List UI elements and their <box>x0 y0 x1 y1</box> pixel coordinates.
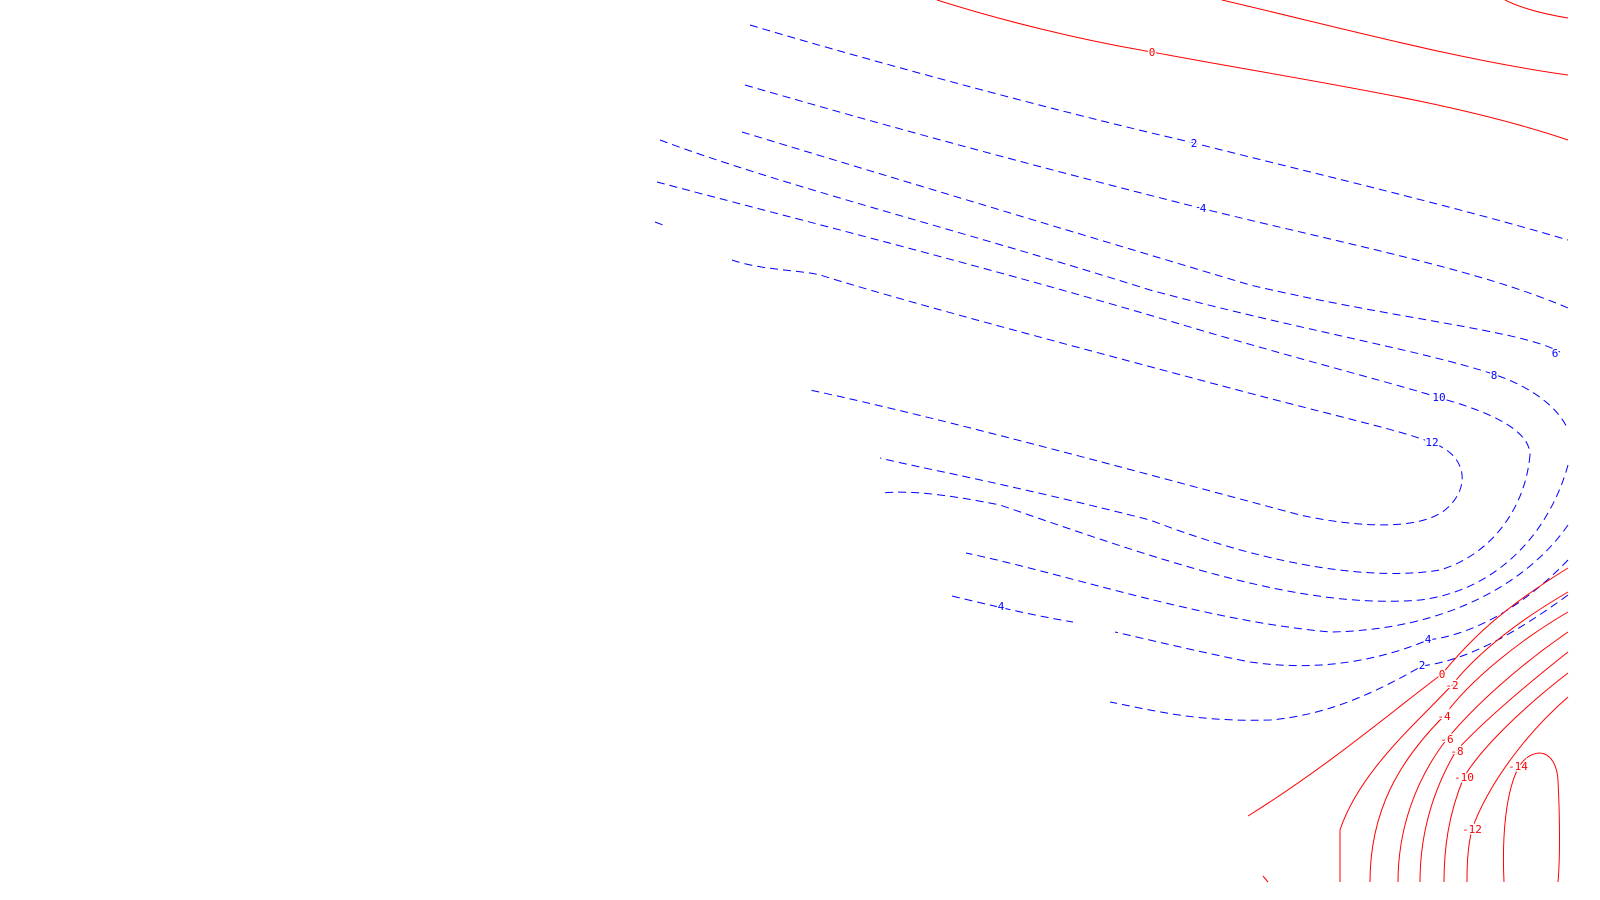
contour-label-7: 4 <box>998 600 1005 613</box>
contour-label-9: 2 <box>1419 659 1426 672</box>
positive-contour-line-3 <box>659 139 1569 431</box>
negative-contour-line-18 <box>1369 611 1569 883</box>
positive-contour-line-4 <box>656 181 1531 456</box>
positive-contour-line-11 <box>1114 559 1569 667</box>
contour-label-12: -4 <box>1437 710 1451 723</box>
contour-label-8: 4 <box>1425 633 1432 646</box>
negative-contour-line-20 <box>1419 651 1569 883</box>
negative-contour-line-24 <box>1262 875 1269 883</box>
contour-lines <box>654 0 1569 883</box>
contour-label-3: 6 <box>1552 347 1559 360</box>
negative-contour-line-22 <box>1466 696 1569 883</box>
positive-contour-line-6 <box>731 259 1463 526</box>
contour-label-0: 0 <box>1149 46 1156 59</box>
contour-label-16: -12 <box>1462 823 1482 836</box>
negative-contour-line-19 <box>1397 631 1569 883</box>
positive-contour-line-2 <box>741 131 1561 353</box>
positive-contour-line-5 <box>654 221 664 226</box>
negative-contour-line-13 <box>936 0 1569 141</box>
contour-label-5: 10 <box>1432 391 1445 404</box>
negative-contour-line-16 <box>1247 567 1569 817</box>
negative-contour-line-21 <box>1443 672 1569 883</box>
contour-label-15: -10 <box>1454 771 1474 784</box>
positive-contour-line-10 <box>951 595 1074 623</box>
positive-contour-line-9 <box>965 524 1569 633</box>
negative-contour-line-23 <box>1502 752 1560 883</box>
positive-contour-line-1 <box>744 84 1569 309</box>
positive-contour-line-8 <box>881 464 1569 602</box>
contour-label-2: 4 <box>1200 202 1207 215</box>
negative-contour-line-17 <box>1339 591 1569 882</box>
contour-label-10: 0 <box>1439 668 1446 681</box>
contour-label-11: -2 <box>1445 679 1458 692</box>
positive-contour-line-12 <box>1109 594 1569 721</box>
contour-label-4: 8 <box>1491 369 1498 382</box>
negative-contour-line-14 <box>1221 0 1569 76</box>
positive-contour-line-0 <box>749 24 1569 241</box>
contour-label-6: 12 <box>1425 436 1438 449</box>
contour-label-14: -8 <box>1450 745 1463 758</box>
negative-contour-line-15 <box>1504 0 1569 19</box>
contour-label-17: -14 <box>1508 760 1528 773</box>
positive-contour-line-7 <box>879 454 1531 574</box>
contour-label-13: -6 <box>1440 733 1453 746</box>
contour-label-1: 2 <box>1191 137 1198 150</box>
